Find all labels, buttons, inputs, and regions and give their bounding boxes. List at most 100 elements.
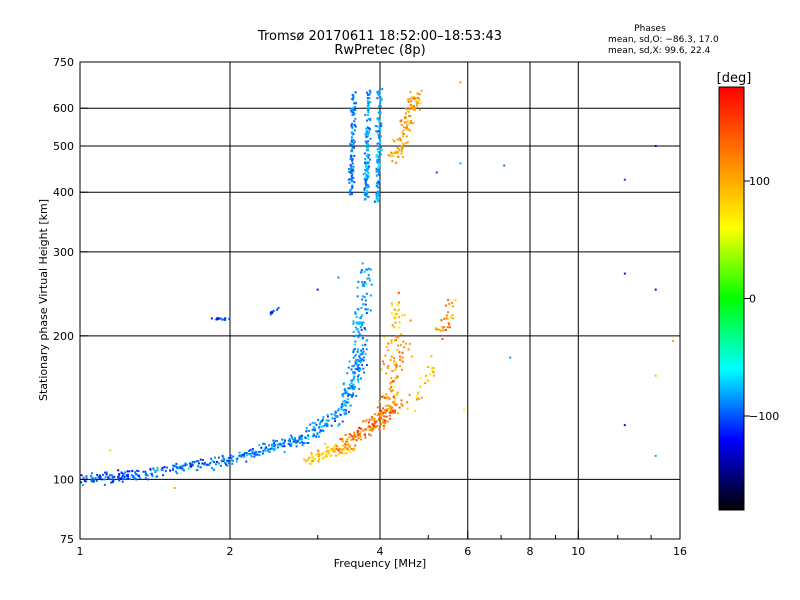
data-point — [375, 192, 378, 194]
data-point — [368, 128, 371, 131]
data-point — [273, 449, 276, 452]
data-point — [361, 314, 364, 317]
data-point — [387, 364, 390, 367]
data-point — [352, 377, 355, 380]
y-tick-label: 400 — [53, 186, 74, 199]
data-point — [305, 442, 308, 444]
data-point — [384, 404, 387, 407]
data-point — [333, 446, 335, 449]
data-point — [156, 466, 159, 469]
data-point — [360, 328, 363, 331]
data-point — [214, 456, 216, 459]
data-point — [353, 372, 356, 375]
data-point — [169, 469, 172, 472]
data-point — [254, 453, 257, 456]
data-point — [318, 423, 321, 425]
data-point — [509, 356, 512, 359]
data-point — [251, 448, 254, 450]
data-point — [371, 430, 374, 432]
data-point — [414, 410, 417, 412]
data-point — [354, 347, 356, 350]
data-point — [104, 471, 106, 474]
data-point — [398, 316, 401, 319]
data-point — [377, 90, 380, 93]
data-point — [376, 91, 379, 94]
data-point — [359, 367, 362, 370]
data-point — [349, 451, 352, 454]
data-point — [459, 81, 462, 84]
data-point — [353, 435, 356, 438]
data-point — [378, 130, 381, 133]
data-point — [363, 371, 365, 374]
data-point — [367, 274, 370, 277]
data-point — [369, 158, 372, 161]
data-point — [391, 409, 394, 412]
data-point — [432, 371, 435, 374]
data-point — [211, 467, 214, 469]
data-point — [320, 426, 323, 429]
colorbar-tick-label: −100 — [749, 410, 779, 423]
data-point — [365, 292, 368, 295]
data-point — [356, 322, 359, 325]
colorbar-ticks: 100 0 −100 — [744, 175, 779, 423]
data-point — [281, 438, 284, 441]
data-point — [445, 314, 448, 317]
data-point — [395, 403, 398, 406]
data-point — [448, 326, 451, 329]
data-point — [364, 160, 367, 163]
data-point — [327, 419, 330, 422]
data-point — [313, 426, 316, 429]
data-point — [322, 451, 325, 454]
y-axis-label: Stationary phase Virtual Height [km] — [37, 199, 50, 401]
data-point — [295, 442, 298, 445]
data-point — [354, 117, 357, 120]
data-point — [352, 165, 355, 168]
data-point — [451, 301, 454, 304]
data-point — [330, 413, 333, 416]
data-point — [258, 454, 261, 457]
data-point — [441, 338, 444, 340]
data-point — [195, 469, 198, 471]
data-point — [366, 189, 369, 192]
data-point — [223, 458, 226, 461]
data-point — [366, 130, 368, 133]
data-point — [198, 462, 200, 465]
data-point — [244, 451, 247, 454]
data-point — [420, 396, 423, 399]
data-point — [367, 143, 370, 146]
data-point — [127, 473, 129, 476]
data-point — [409, 91, 412, 94]
data-point — [415, 395, 418, 398]
data-point — [346, 438, 349, 441]
data-point — [349, 190, 352, 193]
data-point — [405, 142, 407, 145]
data-point — [428, 380, 431, 383]
data-point — [385, 415, 388, 418]
data-point — [401, 314, 404, 317]
data-point — [149, 467, 152, 470]
data-point — [364, 191, 367, 194]
data-point — [358, 333, 361, 336]
data-point — [398, 406, 401, 409]
data-point — [361, 334, 364, 337]
data-point — [352, 111, 354, 114]
data-point — [238, 454, 241, 457]
data-point — [376, 142, 379, 145]
data-point — [350, 385, 353, 387]
data-point — [272, 439, 275, 442]
data-point — [368, 165, 370, 168]
data-point — [352, 392, 355, 395]
data-point — [366, 153, 369, 156]
data-point — [151, 475, 154, 478]
data-point — [193, 461, 196, 463]
data-point — [361, 281, 363, 284]
data-point — [388, 411, 391, 414]
data-point — [112, 476, 115, 479]
data-point — [376, 148, 379, 151]
data-point — [362, 321, 365, 324]
data-point — [405, 126, 408, 129]
data-point — [251, 450, 254, 453]
data-point — [207, 463, 210, 466]
data-point — [377, 180, 380, 183]
data-point — [400, 124, 403, 126]
